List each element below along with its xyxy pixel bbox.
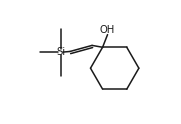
Text: OH: OH — [100, 25, 115, 35]
Text: Si: Si — [56, 47, 65, 57]
